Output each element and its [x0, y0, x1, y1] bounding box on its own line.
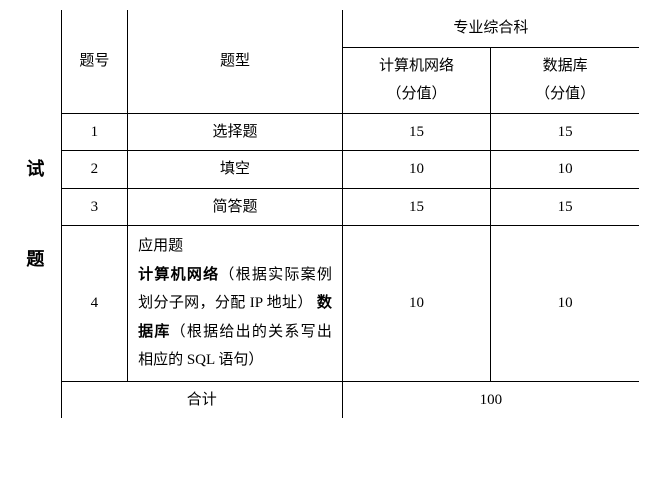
cell-type: 简答题 [128, 188, 343, 226]
cell-type: 填空 [128, 151, 343, 189]
table-row: 3 简答题 15 15 [10, 188, 639, 226]
total-row: 合计 100 [10, 381, 639, 418]
header-sub1-line1: 计算机网络 [379, 58, 454, 74]
header-sub2-line1: 数据库 [543, 58, 588, 74]
side-label-line1: 试 [26, 159, 44, 179]
cell-score2: 10 [491, 151, 639, 189]
table-row: 1 选择题 15 15 [10, 113, 639, 151]
row4-seg1-bold: 计算机网络 [138, 267, 219, 283]
cell-num: 4 [61, 226, 127, 382]
row4-title: 应用题 [138, 232, 332, 261]
header-num: 题号 [61, 10, 127, 113]
cell-score2: 15 [491, 113, 639, 151]
cell-type: 选择题 [128, 113, 343, 151]
total-value: 100 [342, 381, 639, 418]
cell-score1: 10 [342, 226, 490, 382]
cell-score1: 10 [342, 151, 490, 189]
exam-structure-table: 试 题 题号 题型 专业综合科 计算机网络 （分值） 数据库 （分值） 1 选择… [10, 10, 639, 418]
header-sub2: 数据库 （分值） [491, 47, 639, 113]
cell-score2: 15 [491, 188, 639, 226]
header-type: 题型 [128, 10, 343, 113]
header-sub1: 计算机网络 （分值） [342, 47, 490, 113]
side-label: 试 题 [10, 10, 61, 418]
header-group: 专业综合科 [342, 10, 639, 47]
cell-score1: 15 [342, 188, 490, 226]
cell-type-long: 应用题 计算机网络（根据实际案例划分子网，分配 IP 地址） 数据库（根据给出的… [128, 226, 343, 382]
cell-num: 2 [61, 151, 127, 189]
cell-score1: 15 [342, 113, 490, 151]
side-label-line2: 题 [26, 249, 44, 269]
cell-score2: 10 [491, 226, 639, 382]
header-sub1-line2: （分值） [387, 86, 447, 102]
cell-num: 3 [61, 188, 127, 226]
total-label: 合计 [61, 381, 342, 418]
cell-num: 1 [61, 113, 127, 151]
table-row: 4 应用题 计算机网络（根据实际案例划分子网，分配 IP 地址） 数据库（根据给… [10, 226, 639, 382]
header-sub2-line2: （分值） [535, 86, 595, 102]
table-row: 2 填空 10 10 [10, 151, 639, 189]
